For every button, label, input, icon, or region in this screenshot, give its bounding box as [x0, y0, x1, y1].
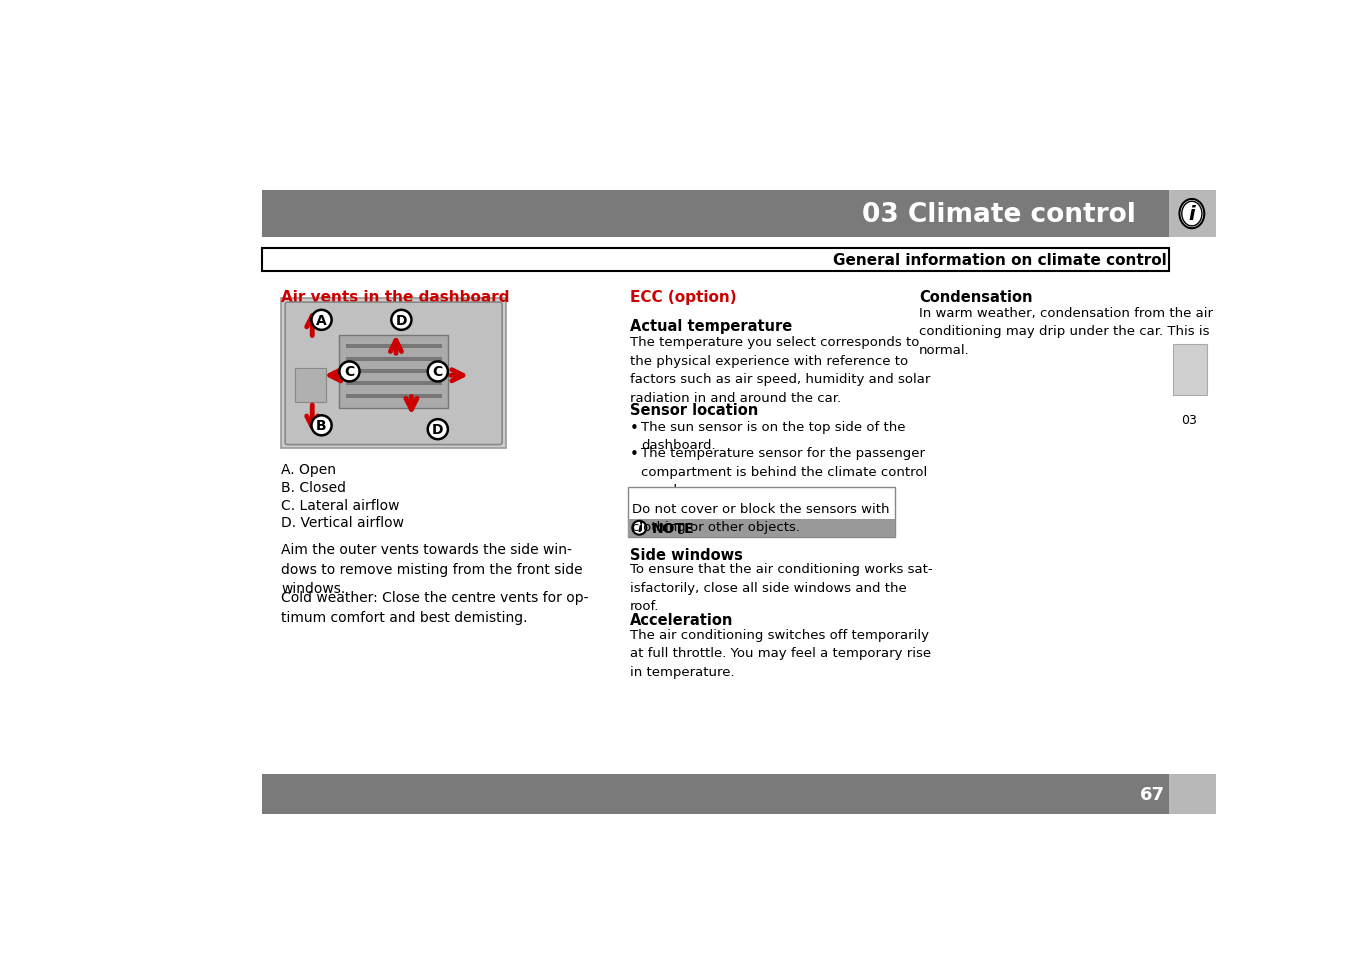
- Text: 03: 03: [1182, 414, 1197, 426]
- Text: 03 Climate control: 03 Climate control: [862, 201, 1136, 228]
- Bar: [262, 775, 1170, 814]
- Bar: [339, 335, 449, 409]
- Bar: [346, 395, 442, 398]
- Text: Air vents in the dashboard: Air vents in the dashboard: [281, 290, 509, 305]
- Bar: [1170, 775, 1216, 814]
- Text: D: D: [432, 423, 443, 436]
- Text: C: C: [432, 365, 443, 379]
- Text: Actual temperature: Actual temperature: [630, 318, 792, 334]
- Text: The temperature sensor for the passenger
compartment is behind the climate contr: The temperature sensor for the passenger…: [640, 447, 927, 497]
- Text: 67: 67: [1140, 785, 1165, 803]
- Text: General information on climate control: General information on climate control: [834, 253, 1167, 268]
- Text: C: C: [345, 365, 354, 379]
- Text: Sensor location: Sensor location: [630, 403, 758, 417]
- Text: In warm weather, condensation from the air
conditioning may drip under the car. : In warm weather, condensation from the a…: [919, 307, 1213, 356]
- Circle shape: [312, 416, 331, 436]
- Text: To ensure that the air conditioning works sat-
isfactorily, close all side windo: To ensure that the air conditioning work…: [630, 563, 932, 613]
- Bar: [262, 192, 1169, 237]
- Text: The sun sensor is on the top side of the
dashboard.: The sun sensor is on the top side of the…: [640, 420, 905, 452]
- Text: •: •: [630, 447, 639, 461]
- Bar: [628, 487, 896, 537]
- Text: A: A: [316, 314, 327, 328]
- Text: i: i: [638, 521, 642, 535]
- Bar: [346, 382, 442, 386]
- Ellipse shape: [1179, 200, 1204, 229]
- Text: Do not cover or block the sensors with
clothing or other objects.: Do not cover or block the sensors with c…: [631, 503, 889, 534]
- Circle shape: [392, 311, 412, 331]
- Text: ECC (option): ECC (option): [630, 290, 736, 305]
- Circle shape: [312, 311, 331, 331]
- Bar: [346, 357, 442, 361]
- Text: Aim the outer vents towards the side win-
dows to remove misting from the front : Aim the outer vents towards the side win…: [281, 543, 582, 596]
- Text: The temperature you select corresponds to
the physical experience with reference: The temperature you select corresponds t…: [630, 335, 931, 404]
- Text: Condensation: Condensation: [919, 290, 1032, 305]
- Text: A. Open: A. Open: [281, 463, 336, 476]
- Text: D: D: [396, 314, 407, 328]
- Circle shape: [632, 521, 646, 535]
- Text: NOTE: NOTE: [651, 521, 694, 536]
- Text: B: B: [316, 419, 327, 433]
- Text: D. Vertical airflow: D. Vertical airflow: [281, 516, 404, 530]
- Text: B. Closed: B. Closed: [281, 480, 346, 495]
- Text: Side windows: Side windows: [630, 547, 743, 562]
- Bar: [346, 345, 442, 349]
- Text: The air conditioning switches off temporarily
at full throttle. You may feel a t: The air conditioning switches off tempor…: [630, 628, 931, 679]
- Text: i: i: [1189, 205, 1196, 224]
- Text: •: •: [630, 420, 639, 436]
- Bar: [281, 299, 507, 449]
- Circle shape: [428, 419, 449, 439]
- Bar: [262, 249, 1170, 272]
- Circle shape: [428, 362, 449, 382]
- Text: Acceleration: Acceleration: [630, 613, 734, 628]
- Text: C. Lateral airflow: C. Lateral airflow: [281, 498, 400, 512]
- Bar: [1169, 192, 1216, 237]
- FancyBboxPatch shape: [285, 303, 503, 445]
- Bar: [1173, 345, 1208, 395]
- Bar: [296, 368, 326, 403]
- Text: Cold weather: Close the centre vents for op-
timum comfort and best demisting.: Cold weather: Close the centre vents for…: [281, 591, 589, 624]
- Bar: [346, 370, 442, 374]
- Bar: [628, 519, 896, 537]
- Circle shape: [339, 362, 359, 382]
